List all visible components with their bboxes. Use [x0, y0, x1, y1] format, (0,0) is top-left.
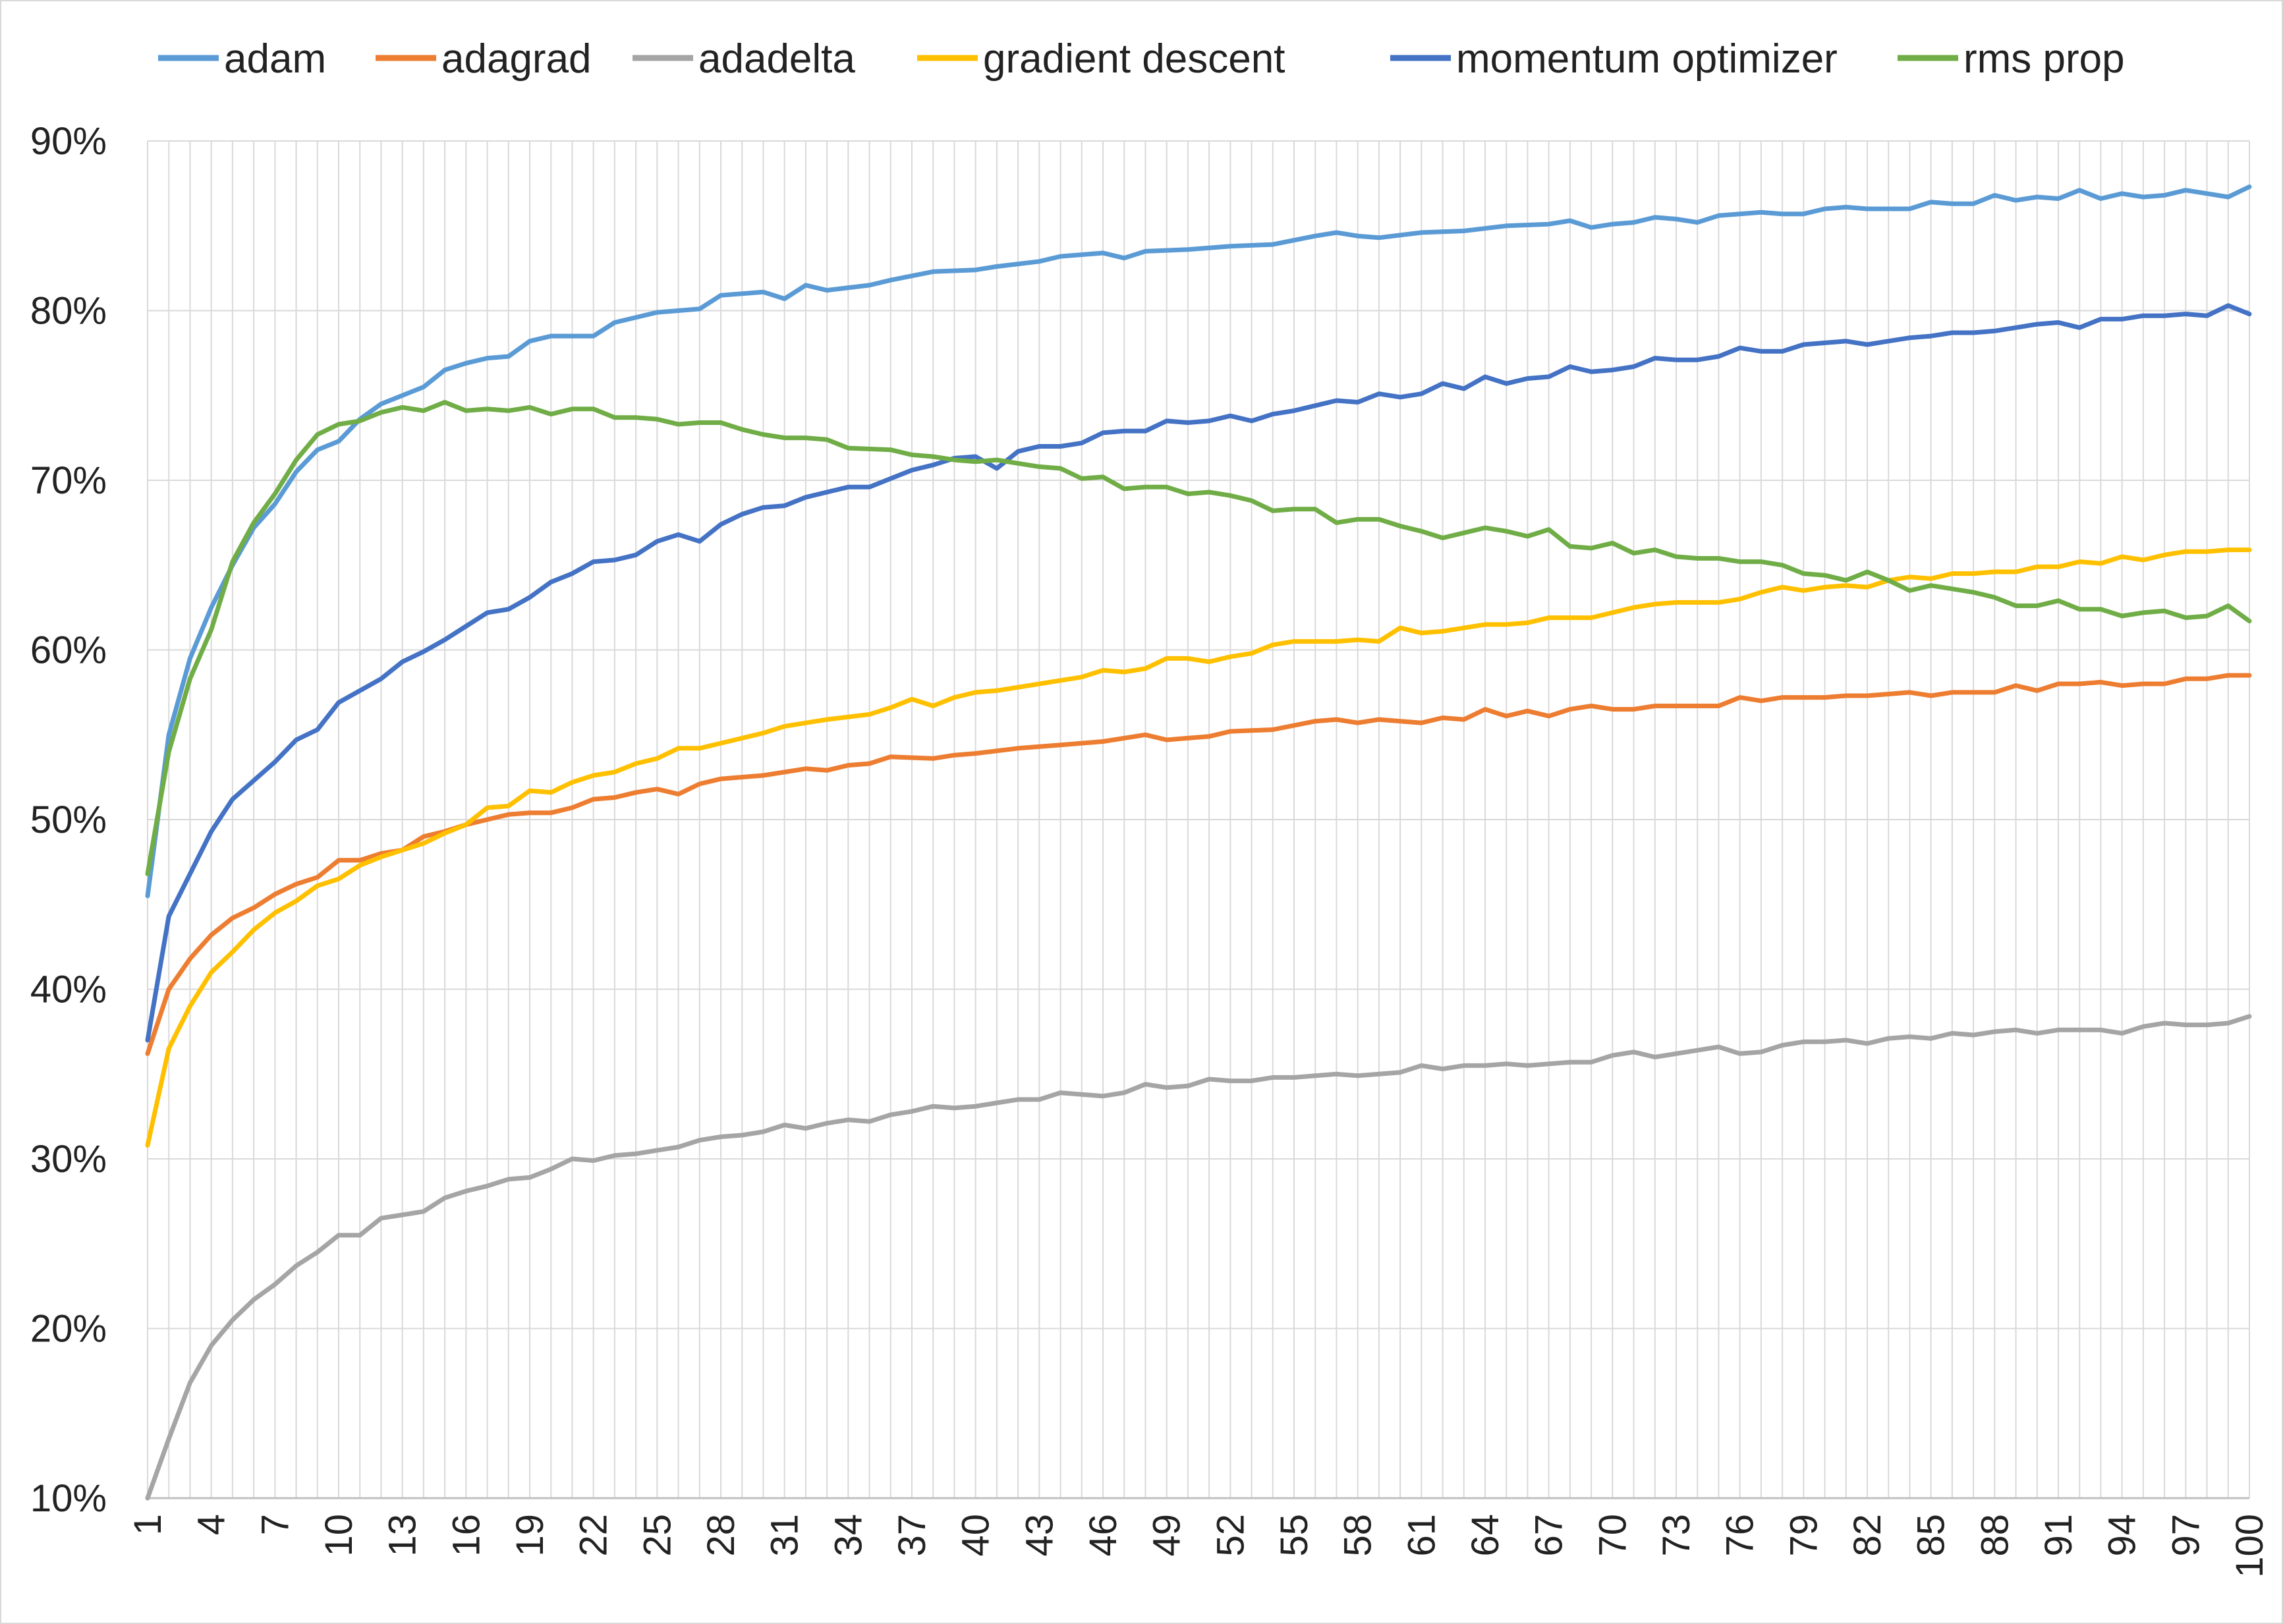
series-line-rms-prop — [145, 400, 2252, 876]
axes: 10% 20% 30% 40% 50% 60% 70% 80% 90% 1 4 7 10 13 16 19 22… — [30, 120, 2271, 1578]
y-tick-label: 30% — [30, 1138, 107, 1181]
x-tick-label: 67 — [1528, 1514, 1571, 1557]
series-line-gradient-descent — [145, 547, 2252, 1148]
x-tick-label: 55 — [1273, 1514, 1316, 1557]
x-tick-label: 49 — [1146, 1514, 1189, 1557]
x-tick-label: 94 — [2101, 1514, 2144, 1557]
legend-item: gradient descent — [917, 36, 1285, 82]
y-tick-label: 90% — [30, 120, 107, 163]
y-tick-label: 70% — [30, 459, 107, 502]
x-tick-label: 76 — [1719, 1514, 1762, 1557]
gridlines — [147, 140, 2250, 1499]
x-tick-label: 52 — [1209, 1514, 1252, 1557]
x-tick-label: 91 — [2037, 1514, 2080, 1557]
series-line-adadelta — [145, 1014, 2252, 1501]
x-tick-label: 22 — [573, 1514, 615, 1557]
x-tick-label: 46 — [1082, 1514, 1125, 1557]
legend-item: adam — [158, 36, 326, 82]
legend-item: momentum optimizer — [1390, 36, 1838, 82]
legend-label: adam — [224, 36, 326, 82]
x-tick-label: 28 — [700, 1514, 743, 1557]
x-tick-label: 19 — [509, 1514, 551, 1557]
legend-label: rms prop — [1963, 36, 2125, 82]
x-tick-label: 4 — [190, 1514, 233, 1535]
legend-label: gradient descent — [983, 36, 1285, 82]
y-tick-label: 50% — [30, 798, 107, 841]
x-tick-label: 79 — [1782, 1514, 1825, 1557]
x-tick-label: 43 — [1018, 1514, 1061, 1557]
legend-label: adadelta — [698, 36, 855, 82]
x-tick-label: 37 — [891, 1514, 934, 1557]
legend-item: adagrad — [376, 36, 592, 82]
x-tick-label: 100 — [2228, 1514, 2271, 1578]
x-tick-label: 82 — [1846, 1514, 1889, 1557]
x-tick-label: 64 — [1464, 1514, 1507, 1557]
x-tick-label: 97 — [2164, 1514, 2207, 1557]
legend-item: adadelta — [633, 36, 855, 82]
x-tick-label: 40 — [955, 1514, 998, 1557]
x-tick-label: 7 — [254, 1514, 296, 1535]
x-tick-label: 31 — [764, 1514, 806, 1557]
legend: adam adagrad adadelta gradient descent momen… — [158, 36, 2125, 82]
y-tick-label: 80% — [30, 290, 107, 333]
x-tick-label: 70 — [1591, 1514, 1634, 1557]
series-line-adagrad — [145, 673, 2252, 1056]
legend-item: rms prop — [1898, 36, 2125, 82]
y-tick-label: 60% — [30, 629, 107, 672]
legend-label: momentum optimizer — [1456, 36, 1838, 82]
legend-label: adagrad — [441, 36, 592, 82]
series-line-adam — [145, 184, 2252, 899]
x-tick-label: 73 — [1655, 1514, 1698, 1557]
y-tick-label: 40% — [30, 968, 107, 1011]
x-tick-label: 58 — [1337, 1514, 1380, 1557]
x-tick-label: 88 — [1973, 1514, 2016, 1557]
x-tick-label: 10 — [318, 1514, 360, 1557]
y-tick-label: 20% — [30, 1308, 107, 1351]
series-lines — [145, 184, 2252, 1501]
x-tick-label: 61 — [1400, 1514, 1443, 1557]
x-tick-label: 16 — [445, 1514, 488, 1557]
x-tick-label: 25 — [636, 1514, 679, 1557]
x-tick-label: 34 — [827, 1514, 870, 1557]
x-tick-label: 13 — [381, 1514, 424, 1557]
x-tick-label: 1 — [127, 1514, 169, 1535]
x-tick-label: 85 — [1910, 1514, 1953, 1557]
y-tick-label: 10% — [30, 1477, 107, 1520]
series-line-momentum-optimizer — [145, 303, 2252, 1043]
